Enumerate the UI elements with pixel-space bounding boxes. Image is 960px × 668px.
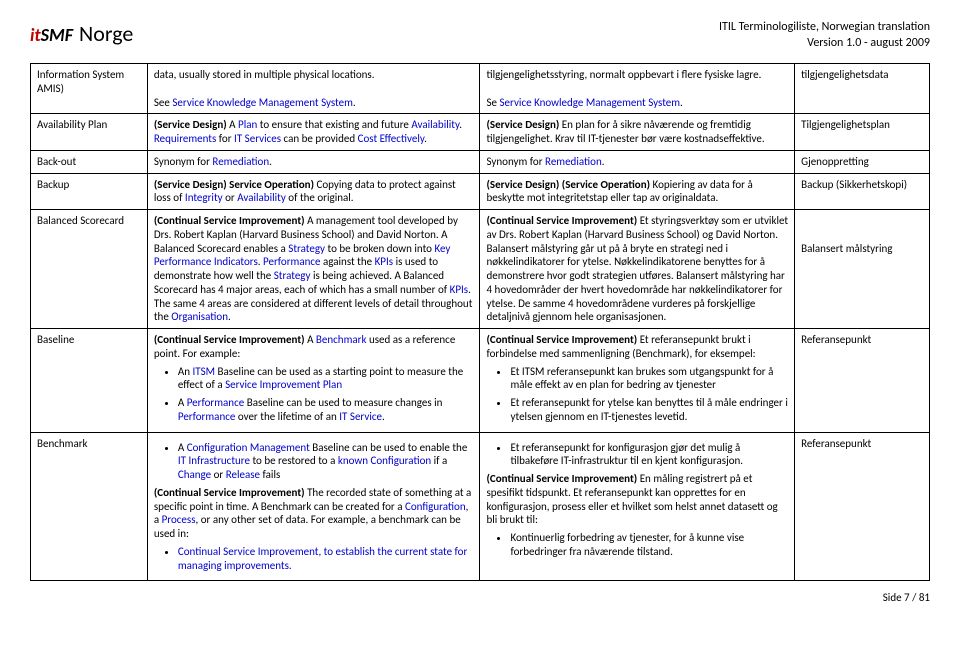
bullet-item: A Performance Baseline can be used to me… [178,396,474,424]
meta-line2: Version 1.0 - august 2009 [719,36,930,52]
page-footer: Side 7 / 81 [30,591,930,604]
bullet-item: Et ITSM referansepunkt kan brukes som ut… [510,365,788,393]
table-row: Benchmark A Configuration Management Base… [31,432,930,581]
meta-line1: ITIL Terminologiliste, Norwegian transla… [719,20,930,36]
bullet-item: Et referansepunkt for konfigurasjon gjør… [510,441,788,469]
definition-en-cell: Synonym for Remediation. [147,150,480,173]
definition-en-cell: (Service Design) A Plan to ensure that e… [147,114,480,151]
definition-en-cell: (Continual Service Improvement) A manage… [147,210,480,329]
logo: itSMF [30,24,73,46]
norwegian-term-cell: Balansert målstyring [795,210,930,329]
definition-en-cell: A Configuration Management Baseline can … [147,432,480,581]
term-cell: Backup [31,173,148,210]
bullet-item: Kontinuerlig forbedring av tjenester, fo… [510,531,788,559]
norwegian-term-cell: tilgjengelighetsdata [795,64,930,114]
definition-no-cell: (Service Design) (Service Operation) Kop… [480,173,795,210]
table-row: Back-outSynonym for Remediation.Synonym … [31,150,930,173]
definition-no-cell: (Continual Service Improvement) Et styri… [480,210,795,329]
definition-en-cell: (Continual Service Improvement) A Benchm… [147,329,480,433]
norwegian-term-cell: Referansepunkt [795,329,930,433]
term-cell: Balanced Scorecard [31,210,148,329]
logo-title: itSMF Norge [30,20,133,47]
bullet-item: A Configuration Management Baseline can … [178,441,474,482]
page-title: Norge [79,20,133,47]
definition-en-cell: data, usually stored in multiple physica… [147,64,480,114]
doc-meta: ITIL Terminologiliste, Norwegian transla… [719,20,930,51]
term-cell: Information System AMIS) [31,64,148,114]
terminology-table: Information System AMIS)data, usually st… [30,63,930,581]
term-cell: Benchmark [31,432,148,581]
term-cell: Availability Plan [31,114,148,151]
definition-no-cell: tilgjengelighetsstyring, normalt oppbeva… [480,64,795,114]
table-row: Availability Plan(Service Design) A Plan… [31,114,930,151]
table-row: Backup(Service Design) Service Operation… [31,173,930,210]
table-row: Baseline(Continual Service Improvement) … [31,329,930,433]
page-header: itSMF Norge ITIL Terminologiliste, Norwe… [30,20,930,51]
bullet-item: An ITSM Baseline can be used as a starti… [178,365,474,393]
bullet-item: Et referansepunkt for ytelse kan benytte… [510,396,788,424]
definition-no-cell: (Continual Service Improvement) Et refer… [480,329,795,433]
definition-no-cell: (Service Design) En plan for å sikre nåv… [480,114,795,151]
definition-no-cell: Et referansepunkt for konfigurasjon gjør… [480,432,795,581]
bullet-item: Continual Service Improvement, to establ… [178,545,474,573]
table-row: Information System AMIS)data, usually st… [31,64,930,114]
norwegian-term-cell: Tilgjengelighetsplan [795,114,930,151]
definition-en-cell: (Service Design) Service Operation) Copy… [147,173,480,210]
norwegian-term-cell: Referansepunkt [795,432,930,581]
term-cell: Back-out [31,150,148,173]
logo-smf: SMF [41,24,73,46]
logo-it: it [30,24,41,46]
term-cell: Baseline [31,329,148,433]
norwegian-term-cell: Backup (Sikkerhetskopi) [795,173,930,210]
definition-no-cell: Synonym for Remediation. [480,150,795,173]
table-row: Balanced Scorecard(Continual Service Imp… [31,210,930,329]
norwegian-term-cell: Gjenoppretting [795,150,930,173]
